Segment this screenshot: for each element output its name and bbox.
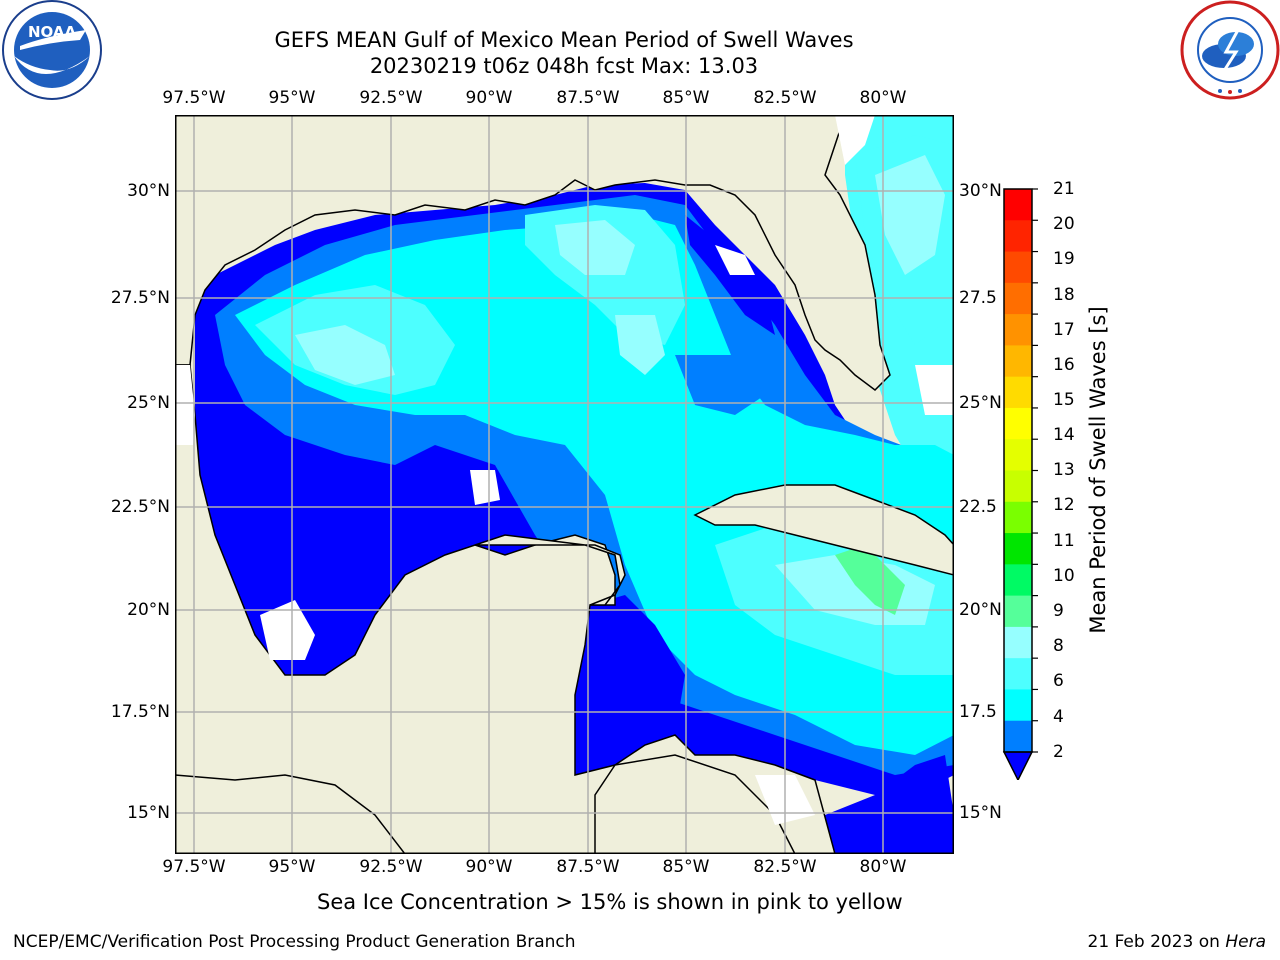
colorbar-tick: 18: [1053, 285, 1075, 305]
map-subtitle: 20230219 t06z 048h fcst Max: 13.03: [369, 54, 759, 78]
lon-label-top: 87.5°W: [556, 88, 620, 108]
colorbar-cell: [1004, 720, 1032, 753]
lon-label-bottom: 82.5°W: [753, 857, 817, 877]
host-name: Hera: [1225, 932, 1266, 952]
lat-label-left: 17.5°N: [110, 702, 170, 722]
colorbar-tick: 4: [1053, 707, 1064, 727]
lat-label-left: 22.5°N: [110, 497, 170, 517]
colorbar-cell: [1004, 251, 1032, 284]
colorbar-tick: 11: [1053, 531, 1075, 551]
sea-ice-note: Sea Ice Concentration > 15% is shown in …: [317, 890, 903, 914]
colorbar-cell: [1004, 376, 1032, 409]
colorbar-cell: [1004, 189, 1032, 221]
colorbar-cell: [1004, 470, 1032, 503]
colorbar-cell: [1004, 533, 1032, 565]
contour-9s: [295, 325, 395, 385]
contour-2s: [575, 595, 685, 775]
svg-text:NOAA: NOAA: [28, 23, 77, 41]
lon-label-bottom: 97.5°W: [162, 857, 226, 877]
lat-label-left: 27.5°N: [110, 288, 170, 308]
colorbar-tick: 2: [1053, 742, 1064, 762]
credit-text: NCEP/EMC/Verification Post Processing Pr…: [13, 932, 576, 952]
colorbar-cell: [1004, 689, 1032, 722]
contour-4s: [675, 355, 765, 415]
us-coast: [175, 115, 891, 391]
lon-label-bottom: 80°W: [859, 857, 907, 877]
colorbar-cell: [1004, 439, 1032, 471]
lat-label-left: 30°N: [127, 181, 170, 201]
lon-label-top: 92.5°W: [359, 88, 423, 108]
date-text: 21 Feb 2023 on: [1087, 932, 1226, 952]
colorbar-cell: [1004, 501, 1032, 534]
colorbar-tick: 15: [1053, 390, 1075, 410]
nws-logo: [1180, 0, 1280, 100]
colorbar-cell: [1004, 314, 1032, 346]
colorbar-tick: 20: [1053, 214, 1075, 234]
lat-label-left: 20°N: [127, 600, 170, 620]
colorbar-tick: 8: [1053, 636, 1064, 656]
no-data: [715, 245, 755, 275]
lon-label-top: 80°W: [859, 88, 907, 108]
lat-label-right: 27.5: [959, 288, 997, 308]
colorbar-cell: [1004, 595, 1032, 628]
colorbar-tick: 10: [1053, 566, 1075, 586]
lon-label-bottom: 87.5°W: [556, 857, 620, 877]
no-data: [835, 115, 875, 165]
colorbar-tick: 6: [1053, 671, 1064, 691]
no-data: [175, 365, 195, 445]
contour-9s: [875, 155, 945, 275]
colorbar-tick: 17: [1053, 320, 1075, 340]
lon-label-bottom: 90°W: [465, 857, 513, 877]
graticule: [175, 115, 954, 854]
contour-9s: [615, 315, 665, 375]
colorbar-cell: [1004, 658, 1032, 690]
colorbar-cell: [1004, 407, 1032, 440]
lat-label-right: 15°N: [959, 803, 1002, 823]
colorbar: [1002, 188, 1038, 780]
swell-period-map: [175, 115, 954, 854]
lat-label-right: 30°N: [959, 181, 1002, 201]
noaa-logo: NOAA: [2, 0, 102, 100]
date-stamp: 21 Feb 2023 on Hera: [1088, 932, 1266, 952]
lat-label-right: 20°N: [959, 600, 1002, 620]
contour-9s: [555, 220, 635, 275]
lat-label-right: 25°N: [959, 393, 1002, 413]
colorbar-cell: [1004, 345, 1032, 378]
colorbar-tick: 19: [1053, 249, 1075, 269]
colorbar-cell: [1004, 564, 1032, 597]
colorbar-cell: [1004, 282, 1032, 315]
colorbar-cell: [1004, 220, 1032, 253]
lat-label-right: 17.5: [959, 702, 997, 722]
map-title: GEFS MEAN Gulf of Mexico Mean Period of …: [274, 28, 854, 52]
lat-label-left: 25°N: [127, 393, 170, 413]
lon-label-top: 85°W: [662, 88, 710, 108]
colorbar-cell: [1004, 626, 1032, 659]
yucatan: [474, 534, 626, 606]
colorbar-tick: 13: [1053, 460, 1075, 480]
lat-label-right: 22.5: [959, 497, 997, 517]
lon-label-top: 90°W: [465, 88, 513, 108]
lat-label-left: 15°N: [127, 803, 170, 823]
contour-10s: [835, 545, 905, 615]
colorbar-label: Mean Period of Swell Waves [s]: [1086, 306, 1110, 634]
colorbar-tick: 12: [1053, 495, 1075, 515]
no-data: [260, 600, 315, 660]
colorbar-tick: 14: [1053, 425, 1075, 445]
colorbar-tick: 9: [1053, 601, 1064, 621]
contour-2s: [825, 755, 954, 854]
lon-label-bottom: 95°W: [268, 857, 316, 877]
colorbar-extension: [1002, 751, 1034, 780]
lon-label-top: 95°W: [268, 88, 316, 108]
lon-label-bottom: 85°W: [662, 857, 710, 877]
lon-label-top: 97.5°W: [162, 88, 226, 108]
lon-label-top: 82.5°W: [753, 88, 817, 108]
colorbar-tick: 21: [1053, 179, 1075, 199]
no-data: [470, 470, 500, 505]
lon-label-bottom: 92.5°W: [359, 857, 423, 877]
colorbar-tick: 16: [1053, 355, 1075, 375]
